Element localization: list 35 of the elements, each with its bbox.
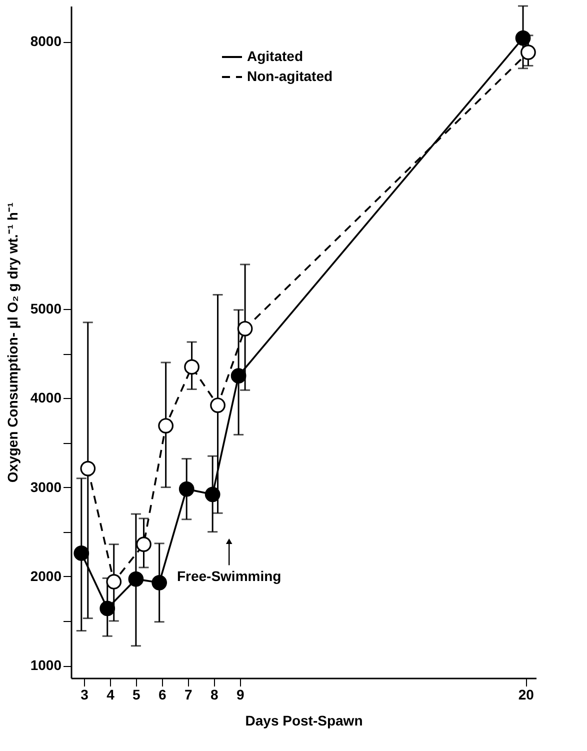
point (136, 536, 152, 552)
point (210, 398, 226, 413)
y-tick-label: 8000 (30, 33, 62, 50)
x-tick-label: 7 (184, 686, 192, 702)
annotation: Free-Swimming (176, 568, 282, 584)
point (158, 418, 174, 434)
x-axis-title: Days Post-Spawn (245, 712, 363, 728)
point (106, 574, 122, 590)
x-tick-label: 20 (518, 686, 534, 702)
x-tick-label: 9 (236, 686, 244, 702)
point (152, 574, 168, 590)
x-tick-label: 3 (80, 686, 89, 702)
point (204, 486, 220, 502)
point (237, 320, 253, 336)
y-tick-label: 2000 (30, 568, 62, 584)
point (520, 44, 536, 60)
legend-label: Non-agitated (247, 68, 333, 84)
point (178, 481, 194, 497)
x-tick-label: 5 (132, 686, 141, 702)
y-tick-label: 3000 (30, 478, 62, 495)
x-tick-label: 4 (106, 686, 115, 702)
point (80, 460, 96, 476)
point (100, 600, 116, 616)
point (230, 368, 246, 384)
y-axis-title: Oxygen Consumption- µl O₂ g dry wt.⁻¹ h⁻¹ (4, 202, 20, 483)
point (74, 546, 90, 561)
x-tick-label: 8 (210, 686, 218, 702)
point (515, 30, 531, 46)
y-tick-label: 4000 (30, 390, 62, 406)
legend-label: Agitated (247, 48, 303, 64)
y-tick-label: 5000 (30, 300, 62, 317)
y-tick-label: 1000 (30, 657, 62, 674)
point (184, 359, 200, 375)
point (128, 571, 144, 587)
x-tick-label: 6 (158, 686, 167, 702)
